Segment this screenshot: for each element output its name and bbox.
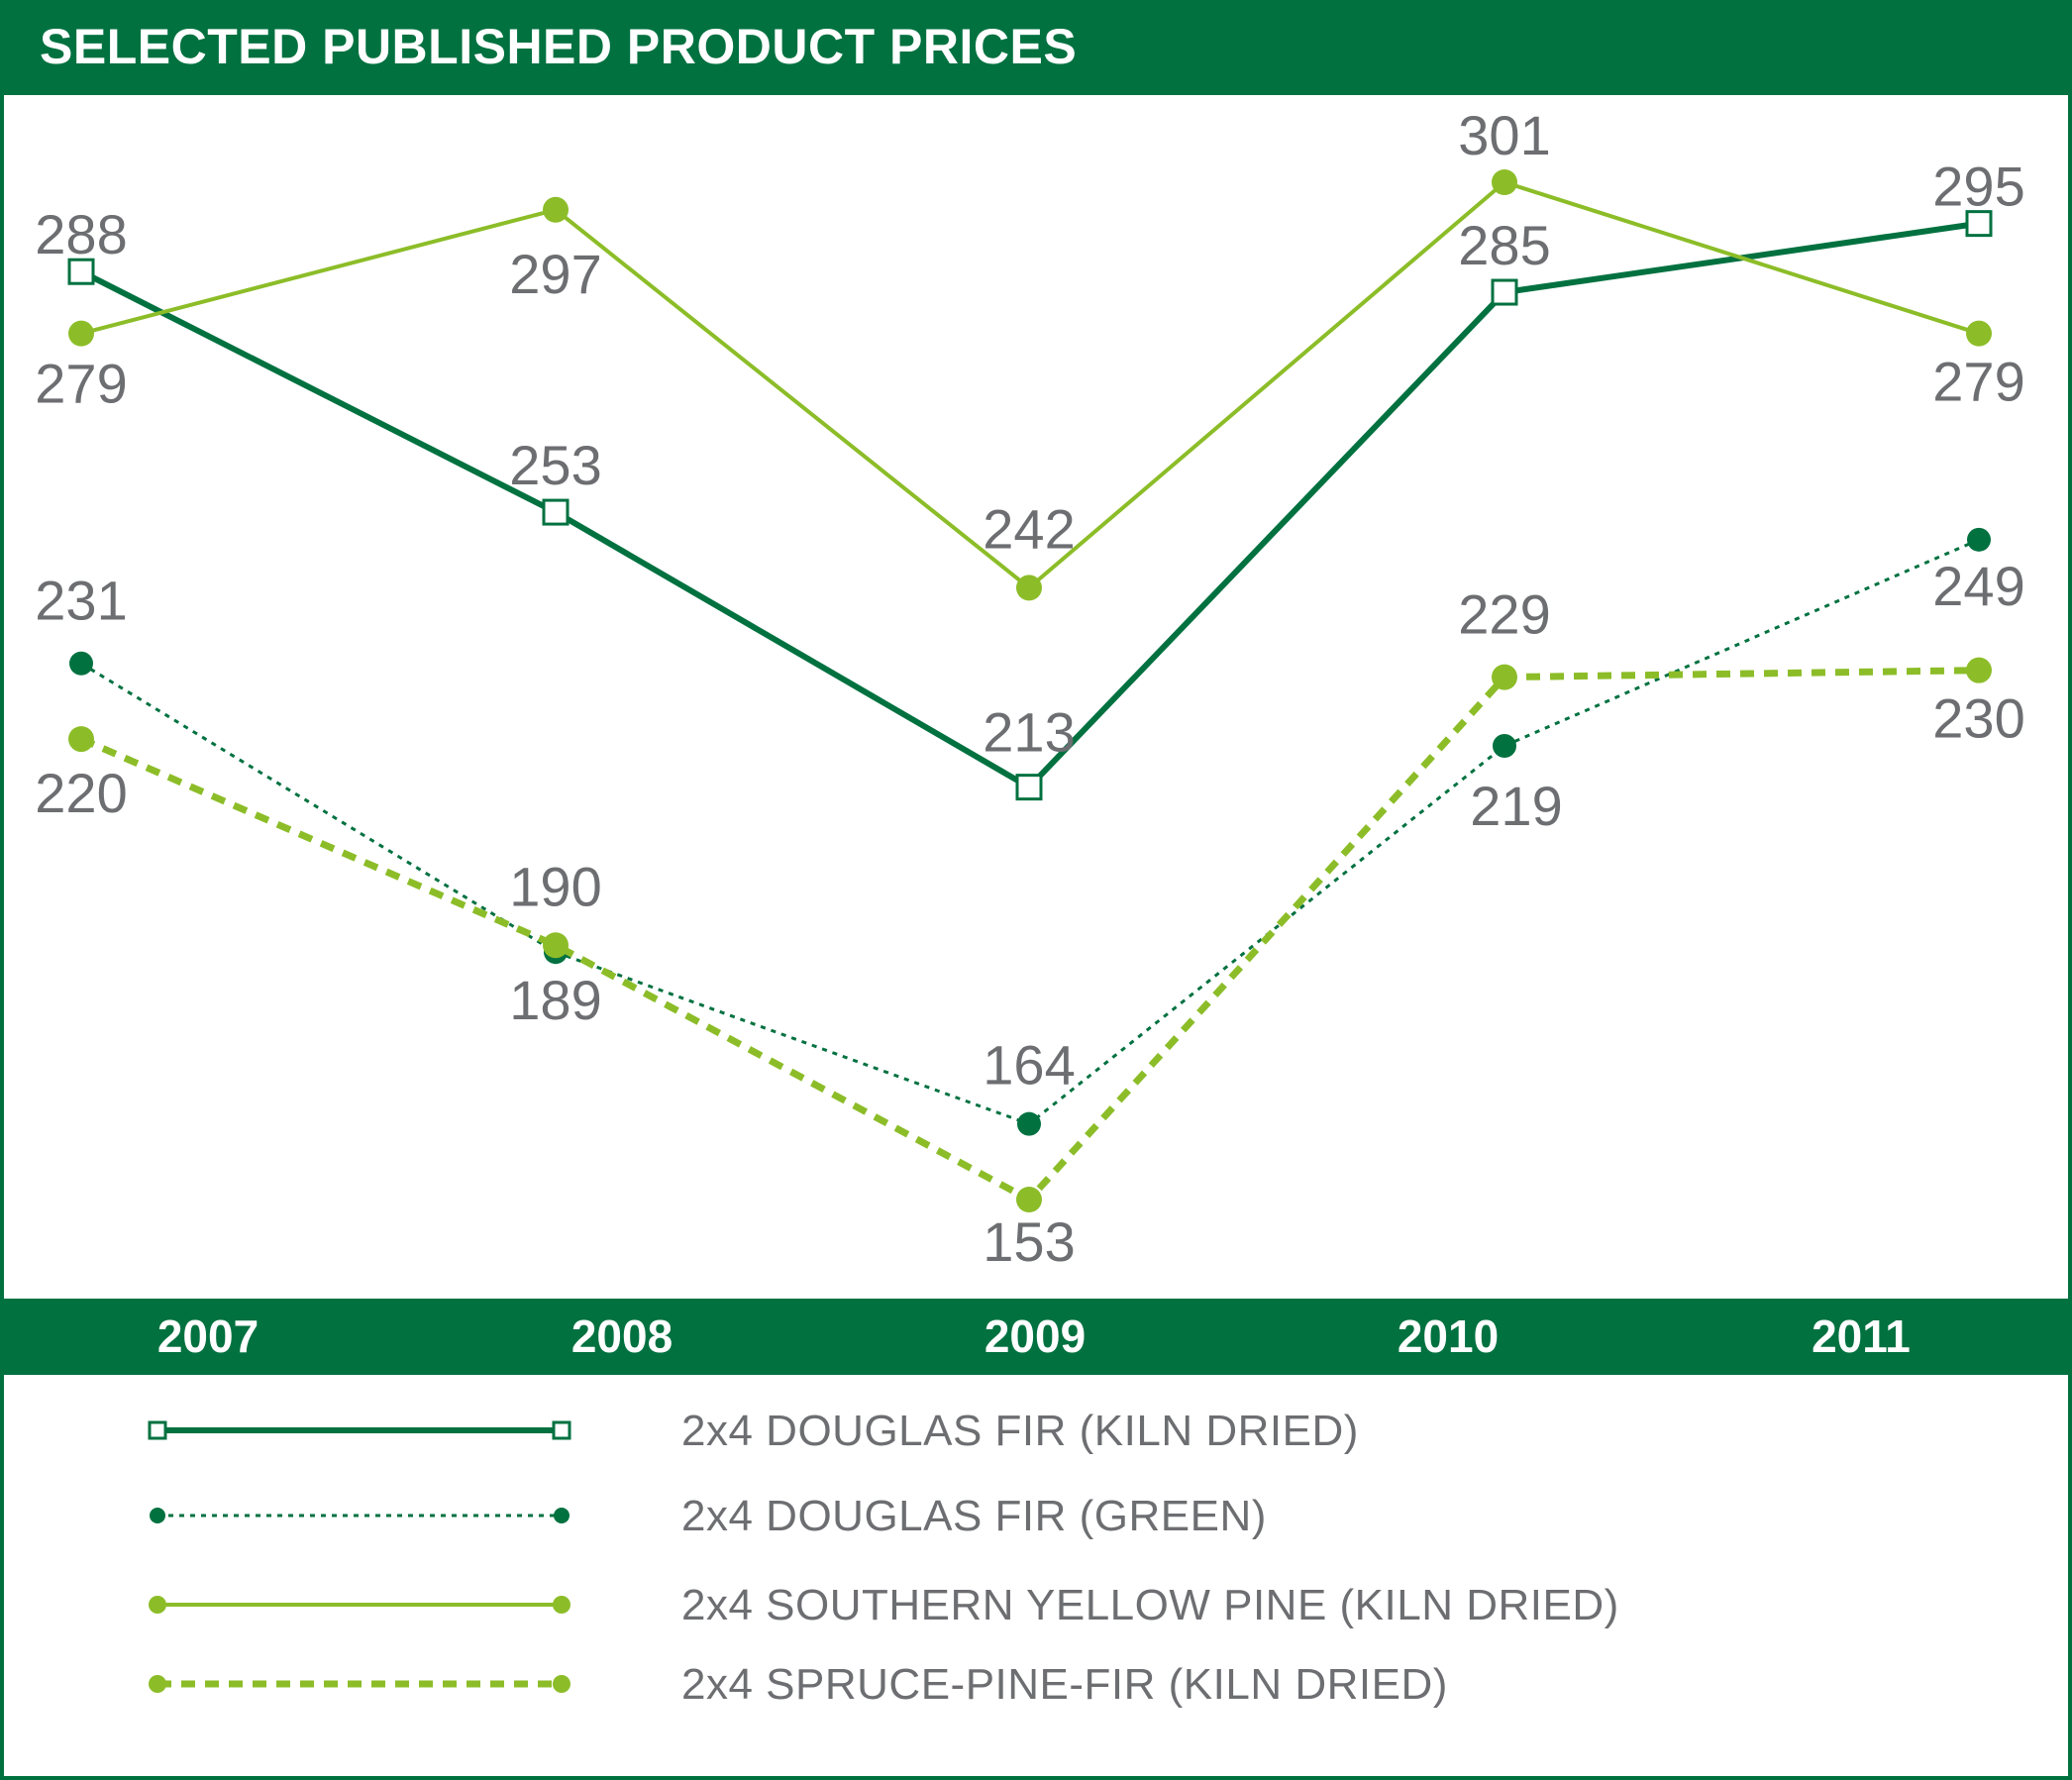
marker-spruce-pine-fir-2010 (1492, 664, 1517, 690)
data-label-douglas-fir-green-2007: 231 (35, 570, 127, 632)
marker-spruce-pine-fir-2008 (543, 932, 569, 959)
marker-douglas-fir-kiln-dried-2009 (1015, 774, 1043, 801)
marker-douglas-fir-kiln-dried-2007 (67, 258, 95, 285)
legend-label-spruce-pine-fir: 2x4 SPRUCE-PINE-FIR (KILN DRIED) (681, 1660, 1448, 1709)
x-tick-label-2010: 2010 (1397, 1310, 1500, 1362)
data-label-spruce-pine-fir-2008: 190 (509, 855, 601, 917)
series-spruce-pine-fir (68, 657, 1992, 1212)
marker-spruce-pine-fir-2011 (1966, 657, 1992, 683)
marker-southern-yellow-pine-2009 (1016, 575, 1042, 601)
data-label-douglas-fir-kiln-dried-2011: 295 (1932, 156, 2024, 218)
marker-southern-yellow-pine-2010 (1492, 169, 1517, 195)
data-label-douglas-fir-kiln-dried-2010: 285 (1458, 214, 1550, 276)
marker-southern-yellow-pine-2007 (68, 320, 94, 347)
marker-southern-yellow-pine-2008 (543, 196, 569, 223)
legend-label-douglas-fir-green: 2x4 DOUGLAS FIR (GREEN) (681, 1492, 1267, 1540)
data-label-southern-yellow-pine-2007: 279 (35, 353, 127, 415)
data-label-southern-yellow-pine-2008: 297 (509, 243, 601, 305)
marker-spruce-pine-fir-2009 (1016, 1187, 1042, 1212)
data-label-douglas-fir-green-2009: 164 (983, 1034, 1075, 1097)
marker-douglas-fir-kiln-dried-2008 (542, 498, 570, 526)
marker-douglas-fir-kiln-dried-2011 (1965, 210, 1993, 238)
series-layer (67, 169, 1993, 1212)
data-label-douglas-fir-kiln-dried-2008: 253 (509, 434, 601, 496)
marker-douglas-fir-kiln-dried-2010 (1491, 278, 1518, 306)
data-label-douglas-fir-kiln-dried-2009: 213 (983, 701, 1075, 764)
legend-item-douglas-fir-green: 2x4 DOUGLAS FIR (GREEN) (0, 1478, 2072, 1557)
legend-swatch-douglas-fir-green (150, 1508, 570, 1523)
chart-title: SELECTED PUBLISHED PRODUCT PRICES (40, 19, 1078, 74)
data-label-douglas-fir-green-2008: 189 (509, 969, 601, 1031)
legend-swatch-douglas-fir-kiln-dried (148, 1420, 571, 1440)
marker-douglas-fir-green-2011 (1967, 527, 1991, 552)
data-label-spruce-pine-fir-2011: 230 (1932, 687, 2024, 750)
data-label-southern-yellow-pine-2010: 301 (1458, 104, 1550, 166)
legend-item-southern-yellow-pine: 2x4 SOUTHERN YELLOW PINE (KILN DRIED) (0, 1567, 2072, 1646)
data-label-spruce-pine-fir-2009: 153 (983, 1210, 1075, 1273)
legend-item-douglas-fir-kiln-dried: 2x4 DOUGLAS FIR (KILN DRIED) (0, 1393, 2072, 1472)
data-label-douglas-fir-green-2010: 219 (1470, 775, 1562, 837)
marker-douglas-fir-green-2010 (1493, 734, 1516, 759)
data-label-southern-yellow-pine-2011: 279 (1932, 351, 2024, 413)
plot-area: 231 189 164 219 249 288 253 213 285 295 279 297 242 3… (35, 104, 2024, 1273)
data-label-southern-yellow-pine-2009: 242 (983, 497, 1075, 560)
marker-douglas-fir-green-2007 (69, 651, 93, 676)
data-label-spruce-pine-fir-2010: 229 (1458, 583, 1550, 646)
title-bar: SELECTED PUBLISHED PRODUCT PRICES (0, 0, 2072, 95)
legend-item-spruce-pine-fir: 2x4 SPRUCE-PINE-FIR (KILN DRIED) (0, 1646, 2072, 1726)
x-tick-label-2007: 2007 (156, 1310, 259, 1362)
x-tick-label-2008: 2008 (570, 1310, 673, 1362)
series-douglas-fir-kiln-dried (67, 210, 1993, 801)
marker-southern-yellow-pine-2011 (1966, 320, 1992, 347)
legend-label-southern-yellow-pine: 2x4 SOUTHERN YELLOW PINE (KILN DRIED) (681, 1581, 1619, 1629)
data-label-douglas-fir-kiln-dried-2007: 288 (35, 203, 127, 265)
x-tick-label-2009: 2009 (984, 1310, 1087, 1362)
legend-label-douglas-fir-kiln-dried: 2x4 DOUGLAS FIR (KILN DRIED) (681, 1407, 1359, 1455)
x-tick-label-2011: 2011 (1812, 1310, 1911, 1362)
series-southern-yellow-pine (68, 169, 1992, 601)
x-axis-bar (0, 1299, 2072, 1375)
data-label-douglas-fir-green-2011: 249 (1932, 555, 2024, 617)
legend-swatch-southern-yellow-pine (149, 1596, 570, 1614)
data-label-layer: 231 189 164 219 249 288 253 213 285 295 279 297 242 3… (35, 104, 2024, 1273)
marker-spruce-pine-fir-2007 (68, 726, 94, 753)
marker-douglas-fir-green-2009 (1017, 1111, 1041, 1136)
data-label-spruce-pine-fir-2007: 220 (35, 762, 127, 824)
legend-swatch-spruce-pine-fir (149, 1675, 570, 1693)
